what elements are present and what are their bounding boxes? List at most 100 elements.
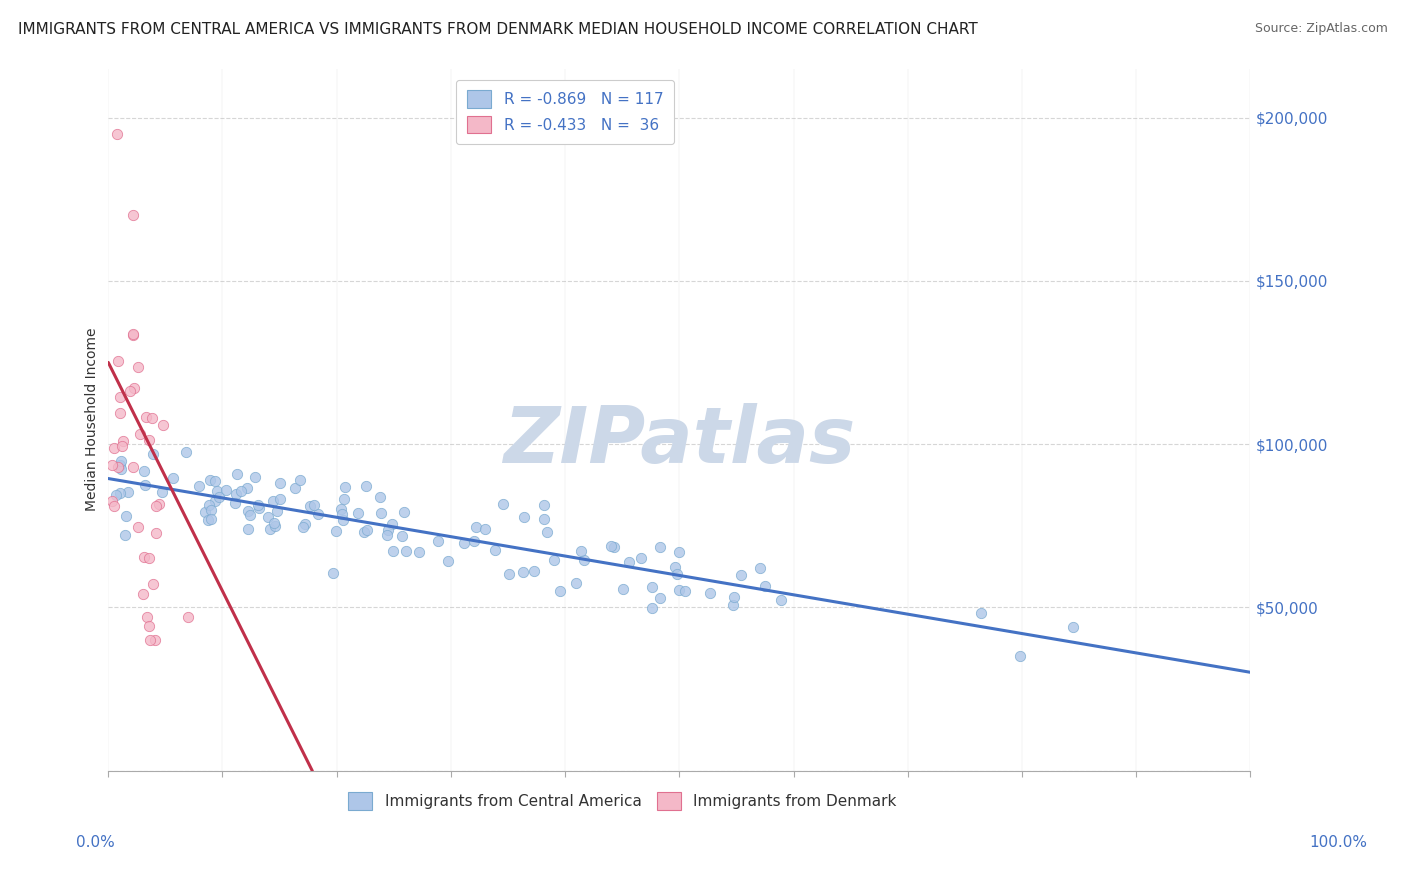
Point <box>543 553 565 567</box>
Point <box>284 481 307 495</box>
Point <box>152 417 174 432</box>
Point <box>699 586 721 600</box>
Point <box>188 479 211 493</box>
Point <box>108 458 131 472</box>
Point <box>630 550 652 565</box>
Point <box>117 484 139 499</box>
Point <box>523 564 546 578</box>
Point <box>135 409 157 424</box>
Point <box>395 544 418 558</box>
Point <box>464 519 486 533</box>
Point <box>1062 620 1084 634</box>
Point <box>484 543 506 558</box>
Point <box>107 354 129 368</box>
Point <box>356 523 378 537</box>
Point <box>174 445 197 459</box>
Point <box>492 497 515 511</box>
Point <box>208 490 231 504</box>
Point <box>245 470 267 484</box>
Point <box>138 619 160 633</box>
Point <box>205 483 228 498</box>
Point <box>100 458 122 473</box>
Point <box>197 513 219 527</box>
Point <box>650 591 672 605</box>
Point <box>381 544 404 558</box>
Point <box>572 553 595 567</box>
Point <box>257 510 280 524</box>
Point <box>204 475 226 489</box>
Point <box>730 568 752 582</box>
Point <box>770 592 793 607</box>
Point <box>134 478 156 492</box>
Point <box>292 519 315 533</box>
Point <box>259 522 281 536</box>
Point <box>122 381 145 395</box>
Point <box>198 474 221 488</box>
Point <box>108 406 131 420</box>
Point <box>239 508 262 523</box>
Point <box>408 545 430 559</box>
Point <box>664 559 686 574</box>
Point <box>335 480 357 494</box>
Point <box>354 478 377 492</box>
Point <box>294 516 316 531</box>
Point <box>463 533 485 548</box>
Point <box>600 539 623 553</box>
Point <box>132 587 155 601</box>
Point <box>392 504 415 518</box>
Point <box>103 499 125 513</box>
Text: IMMIGRANTS FROM CENTRAL AMERICA VS IMMIGRANTS FROM DENMARK MEDIAN HOUSEHOLD INCO: IMMIGRANTS FROM CENTRAL AMERICA VS IMMIG… <box>18 22 979 37</box>
Point <box>122 328 145 343</box>
Point <box>200 512 222 526</box>
Point <box>204 494 226 508</box>
Point <box>533 511 555 525</box>
Point <box>110 453 132 467</box>
Point <box>138 550 160 565</box>
Point <box>215 483 238 498</box>
Point <box>391 529 413 543</box>
Text: 0.0%: 0.0% <box>76 836 115 850</box>
Point <box>262 493 284 508</box>
Text: Source: ZipAtlas.com: Source: ZipAtlas.com <box>1254 22 1388 36</box>
Point <box>122 209 145 223</box>
Point <box>298 499 321 513</box>
Point <box>198 498 221 512</box>
Point <box>721 598 744 612</box>
Point <box>377 523 399 537</box>
Point <box>330 507 353 521</box>
Point <box>603 540 626 554</box>
Point <box>474 522 496 536</box>
Point <box>377 528 399 542</box>
Point <box>143 633 166 648</box>
Point <box>229 483 252 498</box>
Point <box>142 577 165 591</box>
Point <box>641 601 664 615</box>
Text: 100.0%: 100.0% <box>1309 836 1368 850</box>
Point <box>436 554 458 568</box>
Point <box>427 534 450 549</box>
Point <box>247 500 270 515</box>
Point <box>548 583 571 598</box>
Point <box>381 516 404 531</box>
Point <box>353 525 375 540</box>
Text: ZIPatlas: ZIPatlas <box>503 402 855 479</box>
Point <box>135 609 157 624</box>
Point <box>114 509 136 524</box>
Point <box>108 486 131 500</box>
Point <box>263 518 285 533</box>
Point <box>238 504 260 518</box>
Point <box>565 576 588 591</box>
Legend: Immigrants from Central America, Immigrants from Denmark: Immigrants from Central America, Immigra… <box>342 786 903 815</box>
Point <box>127 520 149 534</box>
Point <box>347 506 370 520</box>
Point <box>132 550 155 565</box>
Point <box>127 359 149 374</box>
Point <box>536 525 558 540</box>
Point <box>269 491 291 506</box>
Point <box>148 497 170 511</box>
Y-axis label: Median Household Income: Median Household Income <box>86 328 100 511</box>
Point <box>453 536 475 550</box>
Point <box>533 498 555 512</box>
Point <box>1008 649 1031 664</box>
Point <box>617 556 640 570</box>
